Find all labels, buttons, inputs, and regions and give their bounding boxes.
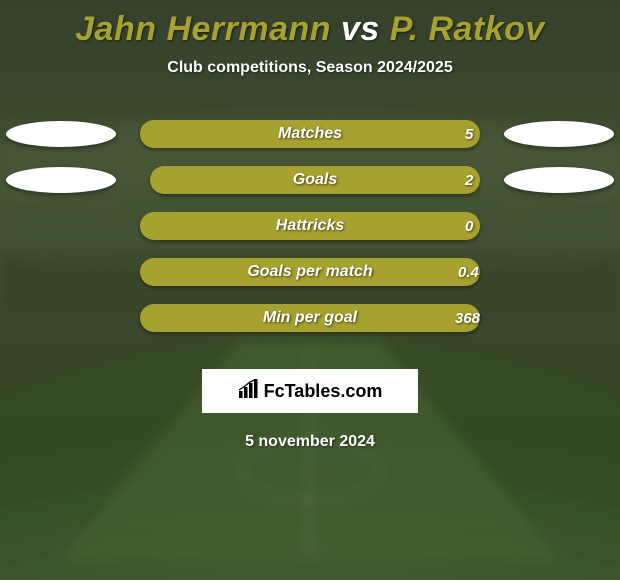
- subtitle: Club competitions, Season 2024/2025: [0, 59, 620, 77]
- date-label: 5 november 2024: [0, 433, 620, 451]
- vs-text: vs: [341, 10, 380, 48]
- player-marker-right: [504, 121, 614, 147]
- stat-row: Min per goal 368: [0, 301, 620, 347]
- bar-chart-icon: [238, 379, 260, 404]
- stat-value-right: 0: [465, 218, 473, 235]
- stat-label: Matches: [278, 125, 342, 143]
- stat-label: Goals per match: [247, 263, 372, 281]
- player1-name: Jahn Herrmann: [75, 10, 331, 48]
- stat-row: Matches 5: [0, 117, 620, 163]
- stat-pill: Goals per match 0.4: [140, 258, 480, 286]
- comparison-title: Jahn Herrmann vs P. Ratkov: [0, 0, 620, 49]
- player-marker-right: [504, 167, 614, 193]
- brand-box[interactable]: FcTables.com: [202, 369, 418, 413]
- stat-value-right: 368: [455, 310, 480, 327]
- player-marker-left: [6, 121, 116, 147]
- brand-text: FcTables.com: [264, 381, 383, 402]
- stat-label: Hattricks: [276, 217, 344, 235]
- stat-pill: Hattricks 0: [140, 212, 480, 240]
- stat-value-right: 0.4: [458, 264, 479, 281]
- stat-pill: Goals 2: [150, 166, 480, 194]
- stat-label: Min per goal: [263, 309, 357, 327]
- stat-label: Goals: [293, 171, 337, 189]
- stat-pill: Min per goal 368: [140, 304, 480, 332]
- stat-row: Hattricks 0: [0, 209, 620, 255]
- stat-row: Goals per match 0.4: [0, 255, 620, 301]
- stat-row: Goals 2: [0, 163, 620, 209]
- stat-value-right: 5: [465, 126, 473, 143]
- player2-name: P. Ratkov: [390, 10, 545, 48]
- stats-list: Matches 5 Goals 2 Hattricks 0 Goals per match 0…: [0, 117, 620, 347]
- player-marker-left: [6, 167, 116, 193]
- stat-pill: Matches 5: [140, 120, 480, 148]
- main-content: Jahn Herrmann vs P. Ratkov Club competit…: [0, 0, 620, 580]
- stat-value-right: 2: [465, 172, 473, 189]
